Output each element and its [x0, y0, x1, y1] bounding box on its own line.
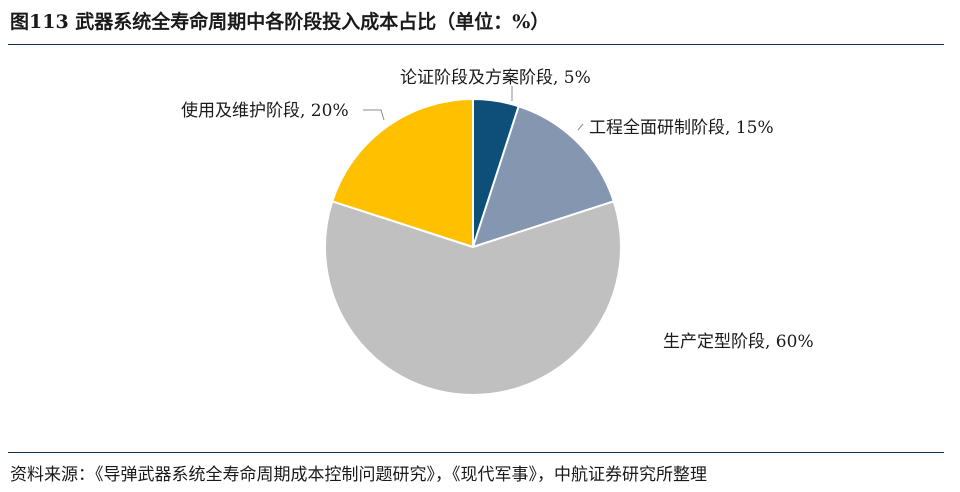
leader-line-2 [577, 123, 584, 131]
bottom-rule [8, 452, 944, 453]
slice-labels: 论证阶段及方案阶段, 5% 工程全面研制阶段, 15% 生产定型阶段, 60% 使用及… [181, 68, 814, 352]
pie-slice-3 [324, 200, 622, 396]
slice-label-4: 使用及维护阶段, 20% [181, 100, 349, 121]
slice-label-2: 工程全面研制阶段, 15% [589, 118, 774, 138]
slice-label-3: 生产定型阶段, 60% [663, 332, 814, 352]
slice-label-1: 论证阶段及方案阶段, 5% [400, 68, 591, 88]
label-leader-lines [363, 86, 584, 131]
source-note: 资料来源：《导弹武器系统全寿命周期成本控制问题研究》，《现代军事》，中航证券研究… [10, 465, 707, 485]
leader-line-4 [363, 109, 385, 121]
figure-title: 图113 武器系统全寿命周期中各阶段投入成本占比（单位：%） [10, 11, 550, 33]
pie-slices [324, 98, 622, 396]
top-rule [8, 44, 944, 45]
pie-slice-4 [331, 98, 474, 248]
